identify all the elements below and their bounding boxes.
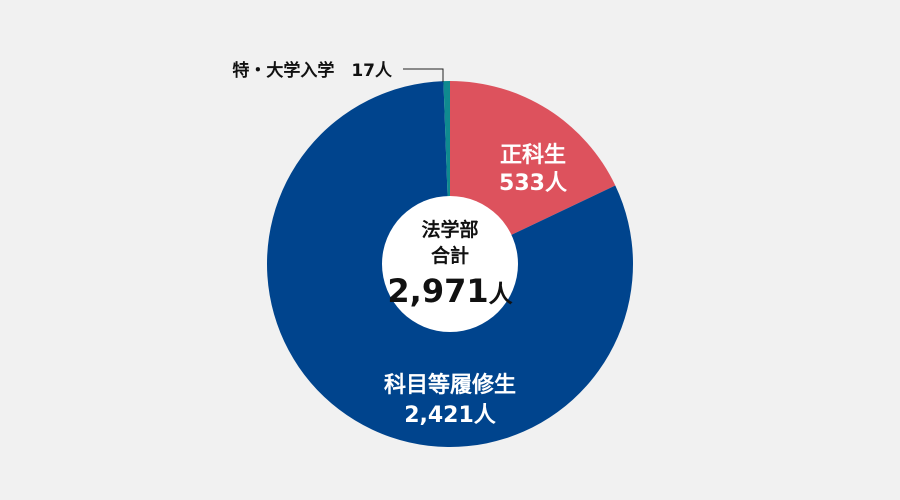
callout-leader-line <box>403 68 444 82</box>
center-hole <box>382 196 518 332</box>
callout-label-tokubetsu: 特・大学入学 17人 <box>232 60 393 81</box>
center-total-unit: 人 <box>489 280 513 308</box>
center-title-line1: 法学部 <box>421 218 478 241</box>
center-total: 2,971人 <box>387 272 512 310</box>
slice-label-kamokutou-name: 科目等履修生 <box>384 372 516 398</box>
slice-label-seikasei-name: 正科生 <box>500 143 566 168</box>
slice-label-kamokutou-value: 2,421人 <box>404 403 496 428</box>
slice-label-seikasei-value: 533人 <box>499 171 567 196</box>
center-total-value: 2,971 <box>387 272 488 310</box>
center-title-line2: 合計 <box>431 244 469 267</box>
